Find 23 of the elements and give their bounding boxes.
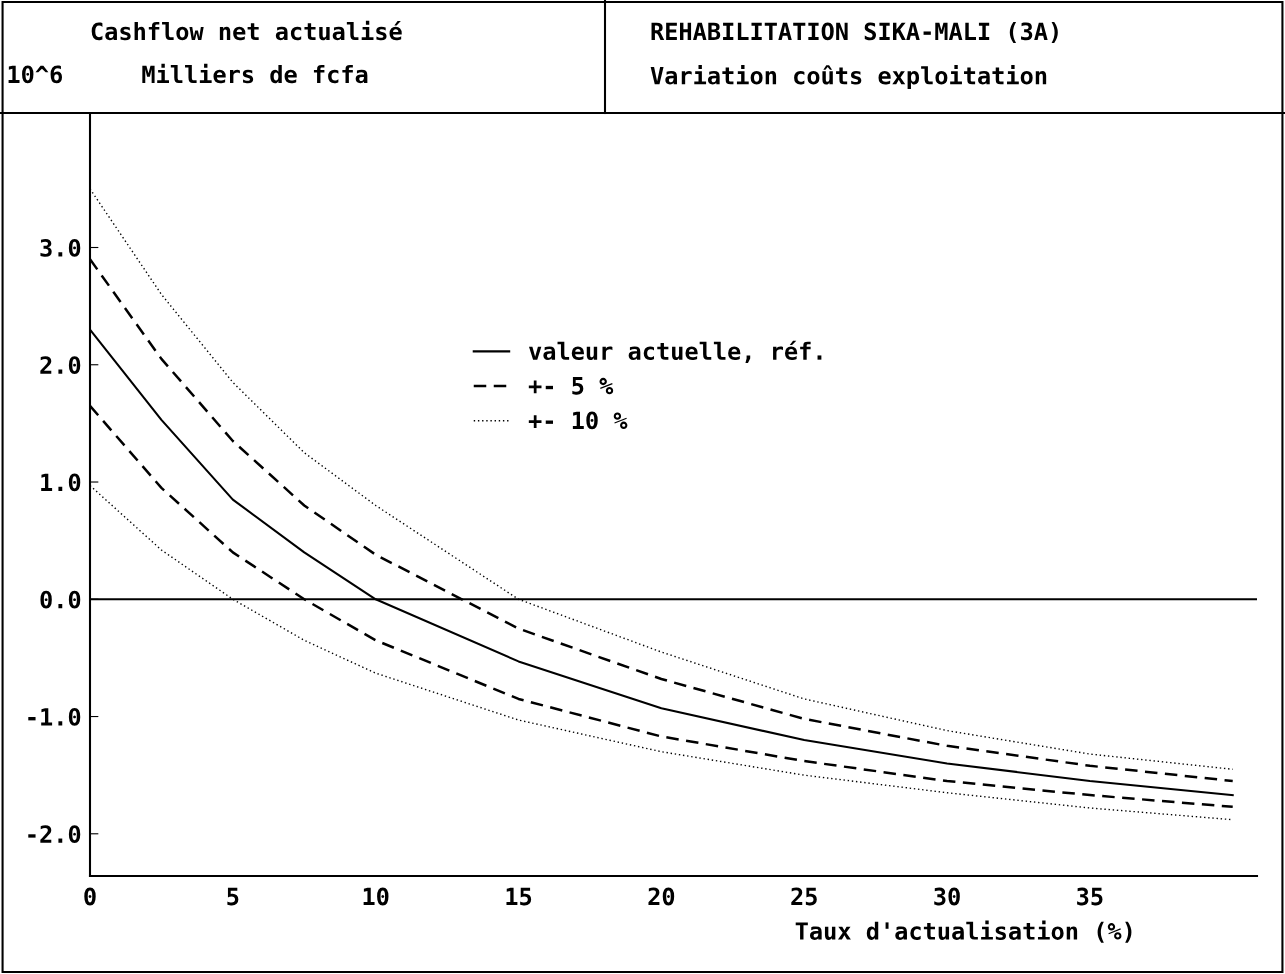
x-tick-label: 30 [934, 887, 960, 906]
chart-subtitle: Variation coûts exploitation [650, 65, 1047, 90]
x-tick-label: 5 [227, 887, 239, 906]
legend-label: valeur actuelle, réf. [528, 340, 822, 363]
x-axis-title: Taux d'actualisation (%) [795, 920, 1132, 943]
y-tick-label: -1.0 [28, 707, 81, 726]
x-tick-label: 20 [648, 887, 675, 906]
y-tick-label: 2.0 [40, 356, 81, 375]
x-tick-label: 0 [84, 887, 96, 906]
y-tick-label: 0.0 [40, 590, 81, 609]
legend-label: +- 5 % [528, 377, 614, 395]
x-tick-label: 10 [363, 887, 389, 906]
y-axis-title: Cashflow net actualisé [91, 20, 402, 41]
text: Milliers de fcfa [142, 63, 368, 84]
x-tick-label: 35 [1077, 887, 1103, 906]
x-tick-label: 15 [506, 887, 532, 906]
legend-label: +- 10 % [528, 411, 628, 430]
y-tick-label: 3.0 [40, 238, 81, 257]
chart-title: REHABILITATION SIKA-MALI (3A) [651, 22, 1058, 44]
x-tick-label: 25 [791, 887, 817, 906]
text: 10^6 [8, 65, 62, 84]
y-tick-label: 1.0 [41, 473, 81, 492]
y-tick-label: -2.0 [28, 825, 81, 844]
